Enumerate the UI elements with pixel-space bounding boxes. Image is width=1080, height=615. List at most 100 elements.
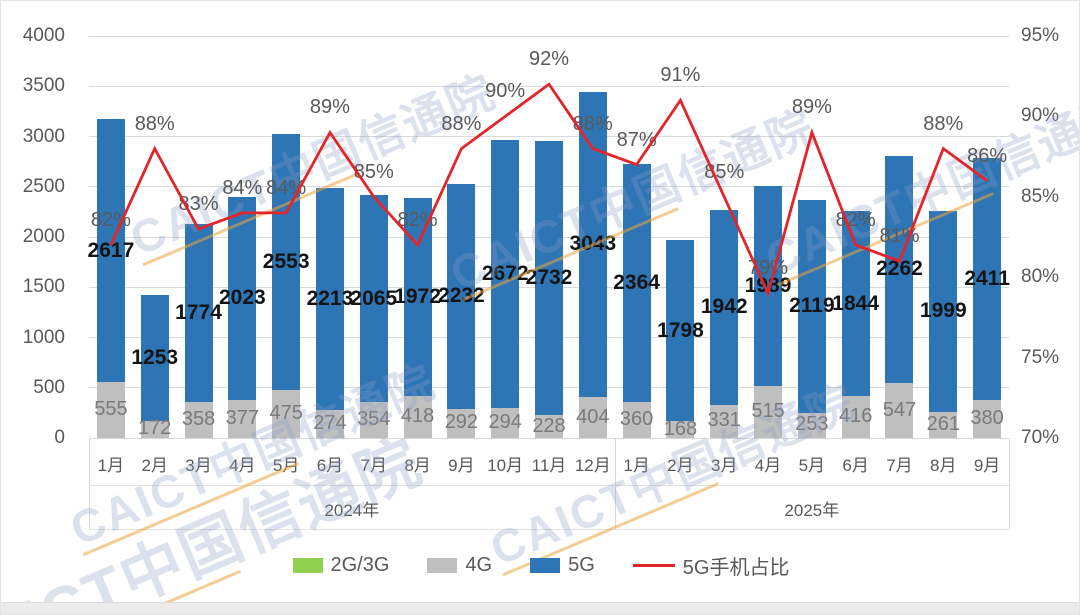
label-5g-value: 1774 xyxy=(175,300,222,324)
left-axis-tick: 0 xyxy=(54,427,65,448)
bar-4g-segment xyxy=(403,395,432,438)
right-axis-tick: 80% xyxy=(1021,266,1060,288)
label-4g-value: 555 xyxy=(94,398,128,421)
legend-item-2g3g: 2G/3G xyxy=(292,554,390,577)
legend-swatch-5g xyxy=(530,558,561,573)
bar-4g-segment xyxy=(315,410,344,438)
month-label: 12月 xyxy=(574,456,611,475)
legend-label-4g: 4G xyxy=(465,554,493,576)
month-label: 4月 xyxy=(229,456,256,475)
caict-watermark: CAICT中国信通院 xyxy=(122,64,503,267)
label-5g-share: 88% xyxy=(134,112,175,135)
year-label-2025年: 2025年 xyxy=(784,501,840,520)
bar-4g-segment xyxy=(491,408,520,438)
label-5g-share: 88% xyxy=(923,112,964,135)
legend-label-5g: 5G xyxy=(568,554,595,576)
bar-4g-segment xyxy=(797,412,826,438)
bar-4g-segment xyxy=(228,400,257,438)
month-label: 4月 xyxy=(754,456,782,475)
label-4g-value: 418 xyxy=(400,404,435,427)
month-label: 2月 xyxy=(667,456,694,475)
bar-5g-segment xyxy=(140,294,169,421)
label-5g-share: 92% xyxy=(528,48,570,71)
gridline xyxy=(89,85,1009,87)
bar-4g-segment xyxy=(622,401,651,438)
month-label: 7月 xyxy=(360,456,387,475)
bar-4g-segment xyxy=(973,399,1002,438)
label-5g-share: 89% xyxy=(791,96,832,119)
right-axis-tick: 90% xyxy=(1021,105,1060,127)
label-5g-value: 2617 xyxy=(87,238,135,262)
bar-4g-segment xyxy=(754,386,783,438)
bar-4g-segment xyxy=(272,390,301,438)
axis-box-line xyxy=(89,485,1009,486)
label-5g-share: 86% xyxy=(967,144,1008,167)
bar-4g-segment xyxy=(447,408,476,438)
left-axis-tick: 3500 xyxy=(22,75,65,97)
label-5g-share: 90% xyxy=(485,80,526,103)
month-label: 9月 xyxy=(448,456,475,475)
label-5g-share: 89% xyxy=(309,96,350,119)
left-axis-tick: 1500 xyxy=(22,276,65,298)
label-5g-share: 85% xyxy=(704,160,745,183)
month-label: 7月 xyxy=(886,456,913,475)
label-5g-share: 88% xyxy=(441,112,482,135)
label-5g-value: 2023 xyxy=(218,286,266,310)
label-4g-value: 253 xyxy=(795,413,829,436)
label-4g-value: 228 xyxy=(532,414,566,437)
right-axis-tick: 85% xyxy=(1021,185,1060,207)
month-label: 1月 xyxy=(97,456,125,475)
label-5g-value: 2262 xyxy=(876,257,923,281)
label-5g-share: 82% xyxy=(397,209,438,232)
bar-4g-segment xyxy=(710,404,739,438)
label-5g-value: 3043 xyxy=(569,232,617,256)
label-4g-value: 168 xyxy=(663,417,698,440)
bar-4g-segment xyxy=(578,397,607,438)
month-label: 6月 xyxy=(842,456,869,475)
bar-4g-segment xyxy=(929,411,958,438)
label-5g-value: 2553 xyxy=(262,249,310,273)
label-5g-share: 87% xyxy=(616,128,657,151)
left-axis-tick: 3000 xyxy=(22,125,65,147)
bar-4g-segment xyxy=(184,402,213,438)
bar-4g-segment xyxy=(535,415,563,438)
month-label: 8月 xyxy=(404,456,431,475)
gridline xyxy=(89,136,1009,137)
label-5g-value: 2411 xyxy=(964,266,1010,290)
label-5g-value: 2732 xyxy=(525,265,573,289)
label-5g-share: 91% xyxy=(660,64,701,87)
label-5g-share: 84% xyxy=(266,176,307,199)
legend-label-2g3g: 2G/3G xyxy=(330,554,390,576)
month-label: 5月 xyxy=(798,456,826,475)
month-label: 3月 xyxy=(185,456,212,475)
label-4g-value: 358 xyxy=(181,408,216,430)
bar-4g-segment xyxy=(885,383,914,438)
bar-4g-segment xyxy=(96,382,125,438)
label-4g-value: 547 xyxy=(882,398,917,421)
legend: 2G/3G 4G 5G 5G手机占比 xyxy=(1,551,1079,580)
page-bottom-strip xyxy=(1,602,1079,614)
bar-4g-segment xyxy=(359,402,388,438)
label-4g-value: 404 xyxy=(576,405,610,428)
legend-item-4g: 4G xyxy=(427,554,492,577)
left-axis-tick: 500 xyxy=(33,376,65,398)
label-4g-value: 360 xyxy=(619,407,654,430)
label-5g-value: 2119 xyxy=(789,294,835,318)
month-label: 9月 xyxy=(973,456,1001,475)
label-5g-value: 1844 xyxy=(832,291,880,315)
label-4g-value: 377 xyxy=(225,407,260,430)
left-axis-tick: 2500 xyxy=(22,175,65,197)
label-4g-value: 475 xyxy=(269,402,303,425)
label-4g-value: 416 xyxy=(838,405,873,428)
label-4g-value: 172 xyxy=(138,417,172,440)
label-5g-value: 2232 xyxy=(438,284,485,308)
left-axis-tick: 2000 xyxy=(22,226,65,247)
label-4g-value: 261 xyxy=(926,412,960,435)
label-4g-value: 380 xyxy=(970,406,1004,429)
month-label: 8月 xyxy=(930,456,957,475)
year-label-2024年: 2024年 xyxy=(324,501,380,520)
label-4g-value: 515 xyxy=(751,400,785,423)
left-axis-tick: 4000 xyxy=(22,25,65,46)
label-5g-share: 82% xyxy=(90,209,131,232)
